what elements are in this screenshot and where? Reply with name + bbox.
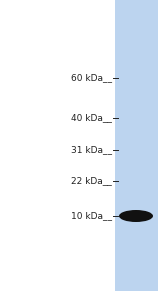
Text: 60 kDa__: 60 kDa__ — [71, 74, 112, 83]
Bar — [115, 0, 158, 291]
Ellipse shape — [119, 210, 153, 222]
Text: 31 kDa__: 31 kDa__ — [71, 146, 112, 155]
Text: 22 kDa__: 22 kDa__ — [71, 177, 112, 185]
Text: 10 kDa__: 10 kDa__ — [71, 212, 112, 221]
Text: 40 kDa__: 40 kDa__ — [71, 113, 112, 123]
